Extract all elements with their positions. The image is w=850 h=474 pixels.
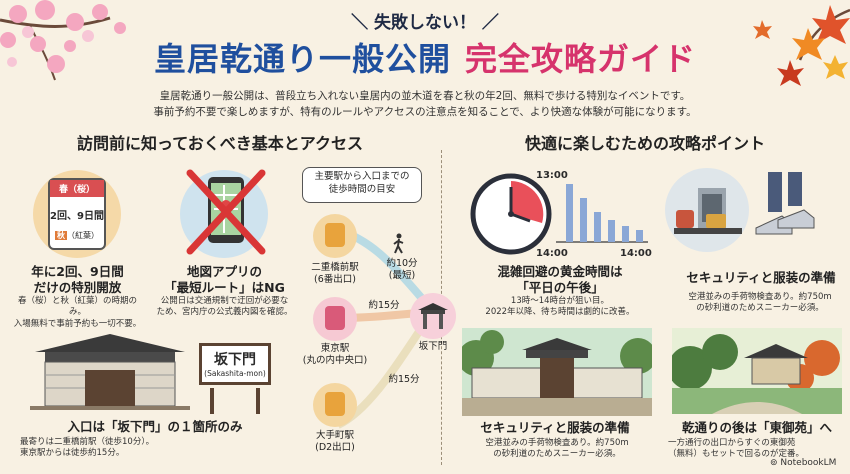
- maple-leaves: [753, 5, 850, 86]
- intro-line-2: 事前予約不要で楽しめますが、特有のルールやアクセスの注意点を知ることで、より快適…: [153, 106, 697, 118]
- title-accent: 完全攻略ガイド: [465, 40, 697, 78]
- right-card4-desc: 一方通行の出口からすぐの東御苑 （無料）もセットで回るのが定番。: [668, 438, 805, 460]
- access-bubble: 主要駅から入口までの 徒歩時間の目安: [302, 167, 422, 203]
- right-section-heading: 快適に楽しむための攻略ポイント: [524, 134, 765, 153]
- station-name-3: 大手町駅 (D2出口): [315, 430, 355, 453]
- chart-label-right: 14:00: [620, 248, 652, 259]
- train-icon: [325, 306, 345, 330]
- time-nijubashimae: 約10分 (最短): [386, 258, 418, 281]
- time-otemachi: 約15分: [388, 374, 420, 385]
- station-name-1: 二重橋前駅 (6番出口): [311, 262, 359, 285]
- intro-line-1: 皇居乾通り一般公開は、普段立ち入れない皇居内の並木道を春と秋の年2回、無料で歩け…: [159, 90, 691, 102]
- walking-person-icon: [393, 233, 404, 254]
- gate-label: 坂下門: [418, 341, 448, 352]
- notebooklm-watermark: ⊚ NotebookLM: [770, 458, 837, 468]
- title-main: 皇居乾通り一般公開: [153, 40, 451, 78]
- right-card2-title: セキュリティと服装の準備: [686, 270, 836, 285]
- station-name-2: 東京駅 (丸の内中央口): [302, 343, 368, 366]
- baggage-check-icon: [674, 188, 742, 234]
- no-map-app-icon: [186, 169, 266, 255]
- card2-title: 地図アプリの 「最短ルート」はNG: [164, 264, 285, 296]
- gate-icon-circle: [410, 293, 456, 339]
- sakashita-sign: 坂下門 (Sakashita-mon): [199, 343, 271, 385]
- right-card2-desc: 空港並みの手荷物検査あり。約750m の砂利道のためスニーカー必須。: [688, 292, 832, 314]
- right-card1-desc: 13時〜14時台が狙い目。 2022年以降、待ち時間は劇的に改善。: [485, 296, 635, 318]
- card3-desc: 最寄りは二重橋前駅（徒歩10分）。 東京駅からは徒歩約15分。: [20, 437, 155, 459]
- sign-name: 坂下門: [214, 352, 256, 368]
- east-garden-illustration: [672, 328, 842, 414]
- right-card4-title: 乾通りの後は「東御苑」へ: [681, 420, 832, 435]
- calendar-autumn-tag: 秋: [55, 231, 67, 240]
- calendar-dates: 2回、9日間: [50, 211, 104, 222]
- right-card1-title: 混雑回避の黄金時間は 「平日の午後」: [497, 264, 623, 296]
- right-card3-desc: 空港並みの手荷物検査あり。約750m の砂利道のためスニーカー必須。: [485, 438, 629, 460]
- calendar-icon: 春（桜） 2回、9日間 秋（紅葉）: [48, 178, 106, 250]
- card1-desc: 春（桜）と秋（紅葉）の時期のみ。 入場無料で事前予約も一切不要。: [13, 296, 142, 329]
- sneaker-icon: [755, 172, 815, 235]
- inui-dori-wall-illustration: [462, 328, 652, 416]
- notebooklm-icon: ⊚: [770, 458, 781, 468]
- sign-post-right: [256, 388, 260, 414]
- sakashita-gate-illustration: [30, 334, 190, 410]
- cherry-blossom-branch: [0, 0, 126, 81]
- sign-reading: (Sakashita-mon): [204, 369, 266, 378]
- right-card3-title: セキュリティと服装の準備: [480, 420, 630, 435]
- sign-post-left: [210, 388, 214, 414]
- chart-label-top: 13:00: [536, 170, 568, 181]
- card3-title: 入口は「坂下門」の１箇所のみ: [67, 419, 243, 434]
- left-section-heading: 訪問前に知っておくべき基本とアクセス: [77, 134, 363, 153]
- time-tokyo: 約15分: [368, 300, 400, 311]
- clock-icon: [470, 173, 552, 255]
- card2-desc: 公開日は交通規制で迂回が必要な ため、宮内庁の公式義内図を確認。: [156, 296, 293, 318]
- gate-icon: [418, 303, 448, 329]
- subtitle: ＼ 失敗しない！ ／: [351, 13, 499, 33]
- calendar-autumn-rest: （紅葉）: [67, 231, 99, 240]
- page-title: 皇居乾通り一般公開 完全攻略ガイド: [0, 34, 850, 80]
- chart-label-left: 14:00: [536, 248, 568, 259]
- calendar-spring: 春（桜）: [50, 180, 104, 197]
- train-icon: [325, 392, 345, 416]
- train-icon: [325, 223, 345, 247]
- waiting-time-bars: [556, 184, 648, 243]
- card1-title: 年に2回、9日間 だけの特別開放: [31, 264, 124, 296]
